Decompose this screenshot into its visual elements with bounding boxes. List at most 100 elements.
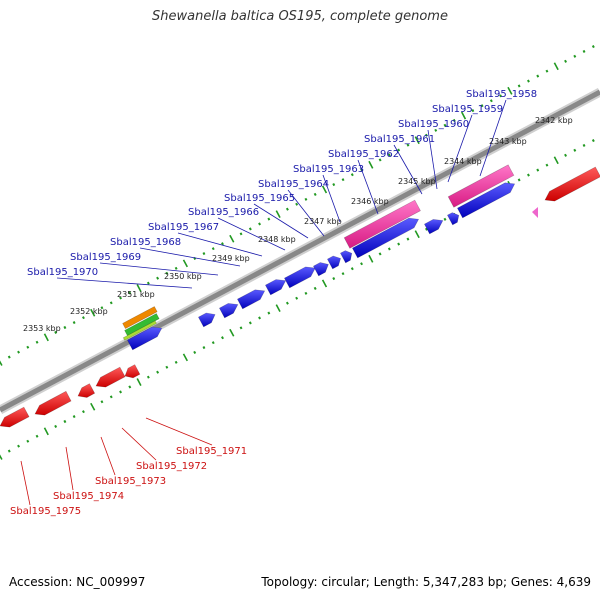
scale-tick	[536, 74, 540, 78]
bottom-gene-label: Sbal195_1975	[10, 506, 81, 517]
scale-tick	[545, 69, 549, 73]
scale-tick	[443, 217, 447, 221]
scale-tick	[517, 178, 521, 182]
scale-tick	[275, 304, 281, 312]
scale-tick	[527, 79, 530, 83]
scale-tick	[202, 346, 206, 350]
scale-tick	[258, 222, 261, 226]
scale-tick	[378, 252, 382, 256]
scale-tick	[82, 316, 85, 320]
scale-label: 2344 kbp	[444, 157, 482, 166]
genome-summary: Topology: circular; Length: 5,347,283 bp…	[261, 575, 591, 589]
scale-tick	[332, 277, 336, 281]
scale-tick	[239, 232, 243, 236]
gene-labels: Sbal195_1958 Sbal195_1959 Sbal195_1960 Sbal…	[10, 89, 537, 517]
label-leader-lines	[20, 99, 507, 506]
scale-tick	[174, 360, 178, 364]
scale-tick	[527, 173, 530, 177]
leader-line	[177, 232, 263, 257]
scale-tick	[63, 325, 67, 330]
scale-tick	[109, 395, 113, 399]
scale-tick	[82, 410, 85, 414]
scale-tick	[35, 434, 39, 438]
scale-tick	[387, 247, 391, 251]
scale-tick	[136, 284, 142, 292]
leader-line	[427, 129, 438, 190]
scale-tick	[387, 153, 391, 157]
scale-tick	[26, 439, 30, 443]
scale-tick	[248, 227, 252, 231]
scale-tick	[17, 444, 20, 448]
forward-gene-arrow	[423, 219, 444, 235]
scale-tick	[517, 84, 521, 88]
scale-tick	[7, 449, 11, 453]
scale-tick	[267, 311, 271, 315]
scale-tick	[368, 254, 374, 263]
top-gene-label: Sbal195_1967	[148, 222, 219, 233]
reverse-gene-arrow	[34, 390, 72, 416]
scale-tick	[406, 143, 410, 147]
scale-tick	[174, 266, 178, 270]
scale-label: 2345 kbp	[398, 177, 436, 186]
rrna-feature	[447, 164, 515, 208]
forward-gene-arrow	[326, 255, 341, 270]
scale-tick	[211, 341, 215, 345]
scale-tick	[26, 345, 30, 349]
top-gene-label: Sbal195_1968	[110, 237, 181, 248]
forward-gene-arrow	[126, 326, 163, 351]
map-title: Shewanella baltica OS195, complete genom…	[152, 9, 448, 24]
scale-tick	[258, 316, 261, 320]
gene-features	[0, 164, 600, 428]
leader-line	[65, 446, 74, 491]
forward-gene-arrow	[351, 217, 420, 259]
scale-tick	[425, 227, 428, 231]
scale-tick	[229, 234, 235, 243]
forward-gene-arrow	[339, 250, 353, 264]
scale-tick	[591, 45, 595, 49]
scale-tick	[275, 210, 281, 218]
scale-tick	[304, 291, 308, 295]
scale-tick	[443, 123, 447, 127]
genome-backbone	[0, 88, 600, 414]
top-gene-label: Sbal195_1963	[293, 164, 364, 175]
scale-tick	[321, 279, 328, 288]
top-gene-label: Sbal195_1970	[27, 267, 98, 278]
scale-tick	[54, 424, 58, 428]
scale-tick	[545, 163, 549, 167]
misc-feature-box	[124, 313, 160, 337]
scale-tick	[182, 259, 189, 268]
scale-tick	[100, 400, 104, 404]
forward-gene-arrow	[312, 262, 329, 277]
scale-tick	[285, 301, 289, 305]
bottom-gene-label: Sbal195_1972	[136, 461, 207, 472]
scale-tick	[136, 378, 142, 386]
scale-tick	[360, 262, 363, 266]
scale-tick	[202, 252, 206, 256]
leader-line	[287, 189, 325, 237]
scale-tick	[165, 271, 169, 275]
scale-tick	[582, 143, 586, 147]
scale-tick	[480, 104, 484, 108]
scale-tick	[397, 148, 401, 152]
scale-label: 2350 kbp	[164, 272, 202, 281]
scale-tick	[295, 202, 299, 206]
scale-tick	[248, 321, 252, 325]
leader-line	[357, 159, 379, 215]
scale-tick	[0, 454, 3, 460]
scale-tick	[564, 153, 567, 157]
scale-label: 2346 kbp	[351, 197, 389, 206]
reverse-gene-arrow	[544, 166, 600, 202]
scale-tick	[109, 301, 113, 305]
top-gene-label: Sbal195_1962	[328, 149, 399, 160]
scale-tick	[332, 183, 336, 187]
bottom-gene-label: Sbal195_1974	[53, 491, 124, 502]
scale-tick	[591, 139, 595, 143]
scale-tick	[460, 111, 467, 120]
top-gene-label: Sbal195_1966	[188, 207, 259, 218]
backbone-line	[0, 89, 600, 413]
scale-tick	[414, 230, 420, 239]
scale-label: 2349 kbp	[212, 254, 250, 263]
scale-tick	[182, 353, 189, 362]
scale-tick	[378, 158, 382, 162]
